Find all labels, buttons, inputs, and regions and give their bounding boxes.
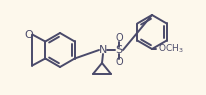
Text: O: O (24, 30, 33, 40)
Text: OCH$_3$: OCH$_3$ (158, 43, 184, 55)
Text: N: N (99, 45, 107, 55)
Text: S: S (115, 45, 123, 55)
Text: O: O (115, 33, 123, 43)
Text: O: O (115, 57, 123, 67)
